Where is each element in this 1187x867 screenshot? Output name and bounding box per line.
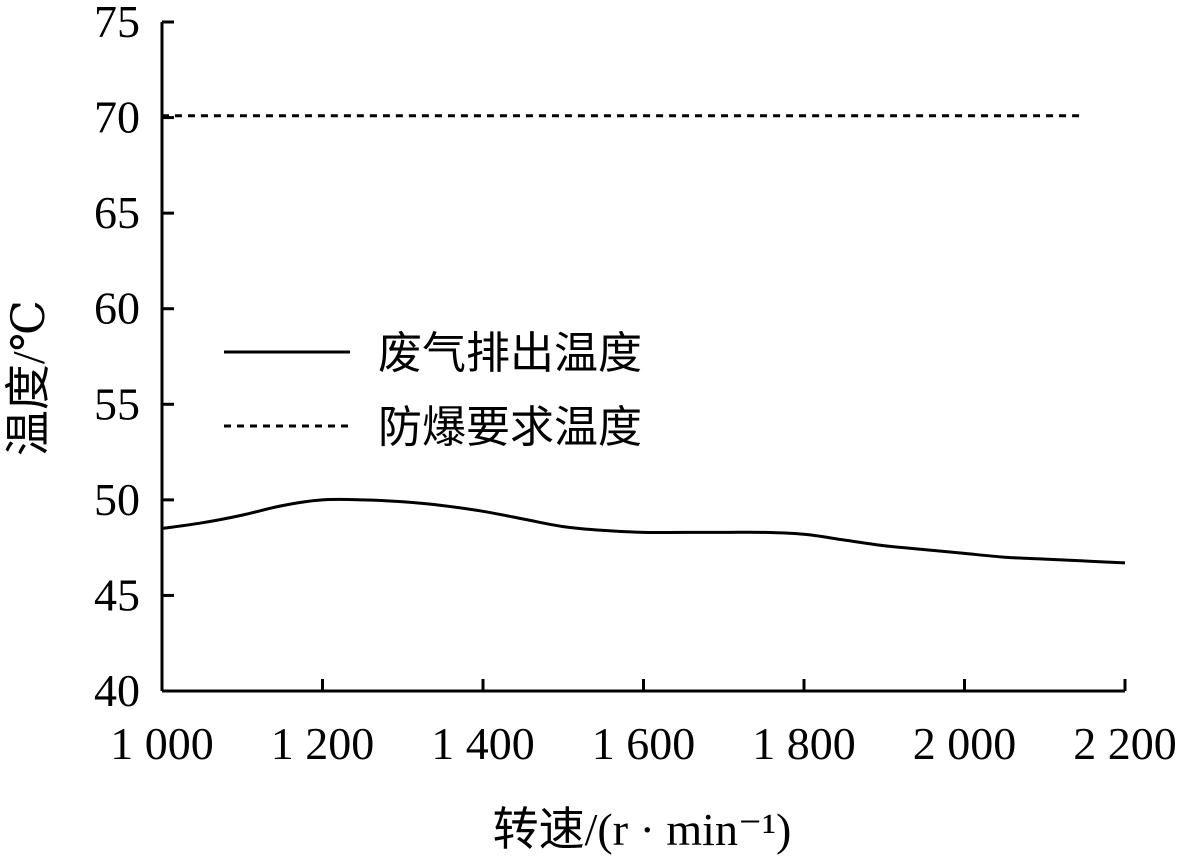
y-tick-label: 60 bbox=[94, 283, 140, 334]
x-tick-label: 2 000 bbox=[913, 718, 1017, 769]
x-tick-label: 1 600 bbox=[592, 718, 696, 769]
x-axis-title: 转速/(r · min⁻¹) bbox=[493, 804, 792, 855]
y-axis-title: 温度/℃ bbox=[3, 300, 54, 456]
x-tick-label: 1 200 bbox=[271, 718, 375, 769]
legend-label-1: 废气排出温度 bbox=[378, 329, 642, 378]
y-tick-label: 50 bbox=[94, 474, 140, 525]
y-tick-label: 45 bbox=[94, 569, 140, 620]
y-tick-label: 75 bbox=[94, 0, 140, 47]
x-tick-label: 1 400 bbox=[431, 718, 535, 769]
y-tick-label: 70 bbox=[94, 92, 140, 143]
x-tick-label: 1 000 bbox=[110, 718, 214, 769]
legend-label-2: 防爆要求温度 bbox=[378, 403, 642, 452]
x-tick-label: 2 200 bbox=[1073, 718, 1177, 769]
x-tick-label: 1 800 bbox=[752, 718, 856, 769]
y-tick-label: 40 bbox=[94, 665, 140, 716]
axes: 40 45 50 55 60 65 70 75 1 000 1 200 1 400 1 600 1 80… bbox=[94, 0, 1177, 769]
y-tick-label: 55 bbox=[94, 378, 140, 429]
series-line-1 bbox=[161, 497, 1126, 565]
y-tick-label: 65 bbox=[94, 187, 140, 238]
plot-area bbox=[161, 114, 1126, 565]
